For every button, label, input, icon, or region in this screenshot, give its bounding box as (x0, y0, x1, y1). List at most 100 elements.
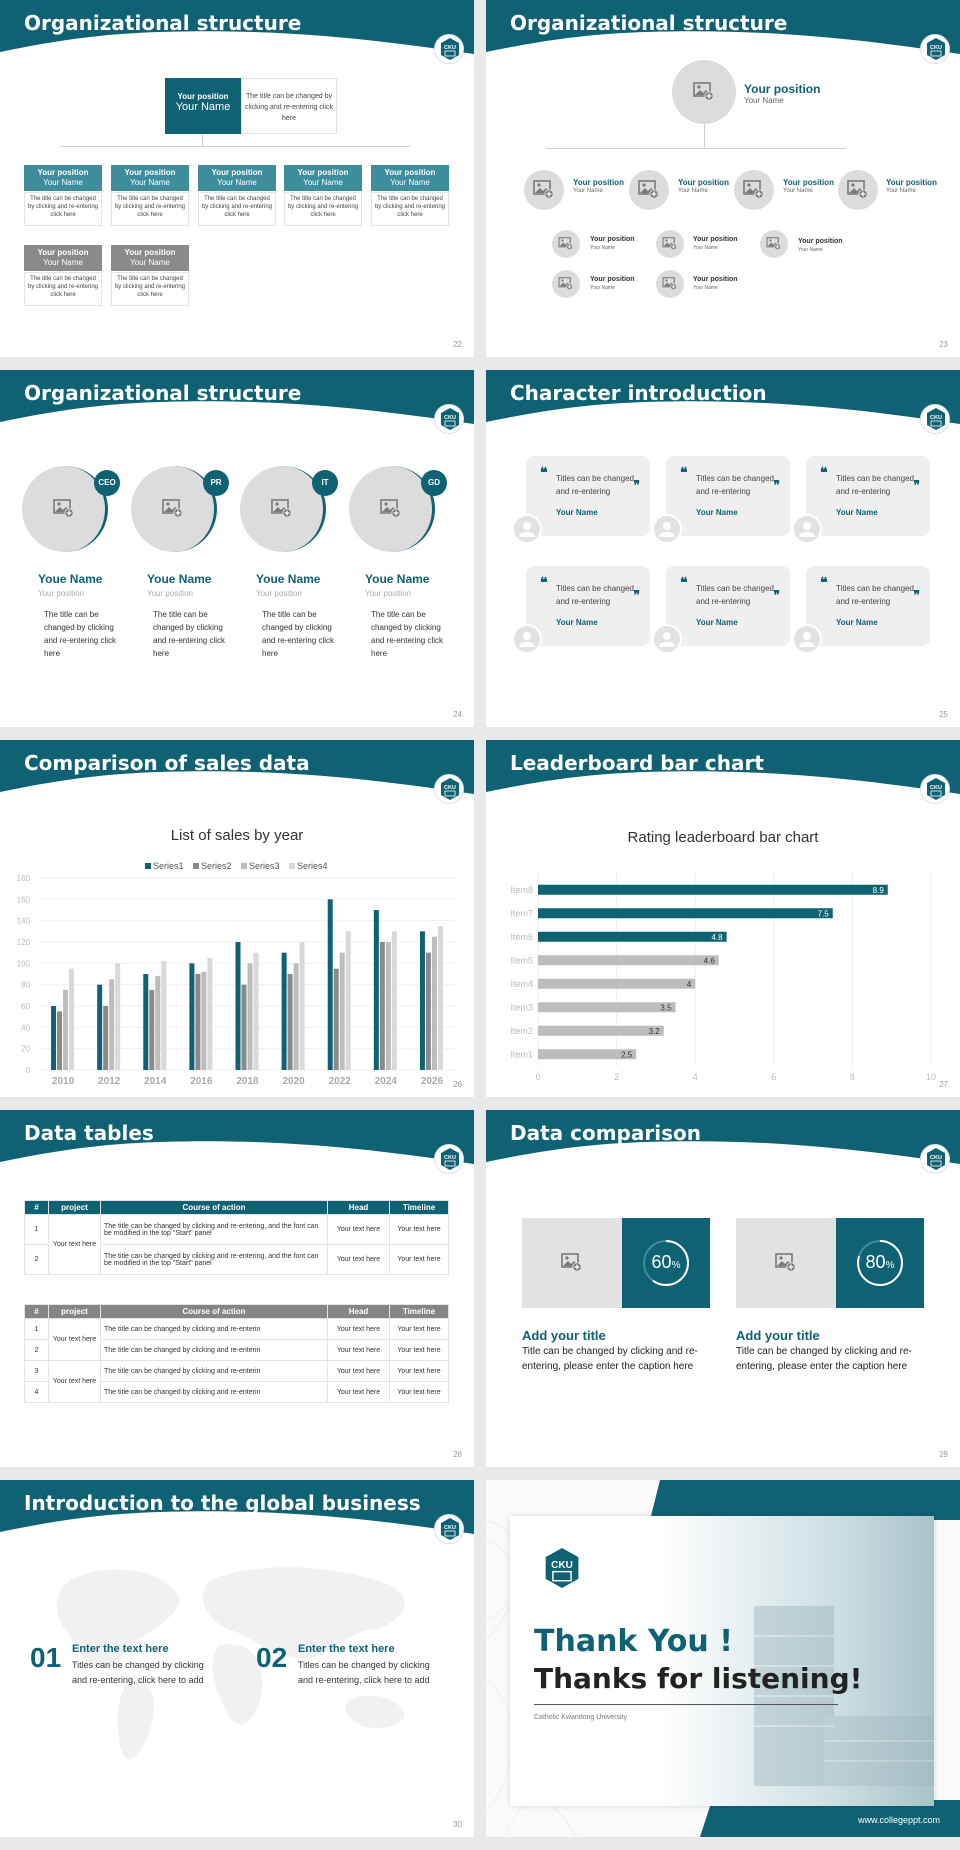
quote-bubble[interactable]: ❝ Titles can be changed and re-entering … (806, 456, 930, 536)
name-label: Your Name (678, 188, 708, 194)
close-quote-icon: ❞ (633, 478, 640, 492)
table-header: # (24, 1200, 49, 1215)
org-box[interactable]: Your position Your Name (371, 165, 449, 191)
quote-bubble[interactable]: ❝ Titles can be changed and re-entering … (666, 566, 790, 646)
bar (345, 931, 351, 1070)
org-box[interactable]: Your position Your Name (198, 165, 276, 191)
quote-bubble[interactable]: ❝ Titles can be changed and re-entering … (806, 566, 930, 646)
name-label: Your Name (798, 247, 823, 253)
name-label: Your Name (693, 245, 718, 251)
quote-name: Your Name (556, 508, 598, 517)
person-avatar-icon (792, 514, 822, 544)
slide-title: Leaderboard bar chart (510, 751, 764, 775)
avatar-placeholder-small[interactable] (552, 230, 580, 258)
person-name: Youe Name (38, 572, 103, 586)
cku-logo-icon (434, 404, 464, 434)
role-badge: GD (421, 470, 447, 496)
table-row: 4 The title can be changed by clicking a… (24, 1381, 449, 1403)
x-tick-label: 8 (850, 1072, 855, 1082)
bar (538, 1049, 637, 1060)
person-photo[interactable] (349, 466, 435, 552)
quote-bubble[interactable]: ❝ Titles can be changed and re-entering … (666, 456, 790, 536)
avatar-placeholder[interactable] (734, 170, 774, 210)
org-box-grey[interactable]: Your position Your Name (111, 245, 189, 271)
table-header: project (48, 1200, 101, 1215)
org-box[interactable]: Your position Your Name (284, 165, 362, 191)
image-placeholder[interactable] (736, 1218, 836, 1308)
avatar-placeholder[interactable] (838, 170, 878, 210)
progress-panel: 80% (836, 1218, 924, 1308)
y-tick-label: 60 (21, 1002, 30, 1011)
legend-label: Series2 (201, 861, 232, 871)
x-tick-label: 2010 (52, 1076, 75, 1087)
progress-unit: % (671, 1260, 681, 1271)
avatar-placeholder-small[interactable] (760, 230, 788, 258)
position-label: Your position (693, 276, 738, 283)
org-box-grey[interactable]: Your position Your Name (24, 245, 102, 271)
legend-swatch (145, 863, 151, 869)
page-number: 24 (453, 710, 462, 719)
website-link[interactable]: www.collegeppt.com (857, 1815, 940, 1825)
close-quote-icon: ❞ (773, 588, 780, 602)
project-cell: Your text here (48, 1318, 101, 1361)
person-photo[interactable] (240, 466, 326, 552)
quote-text: Titles can be changed and re-entering (556, 584, 634, 606)
progress-ring (643, 1240, 689, 1286)
thanks-subheading: Thanks for listening! (534, 1662, 863, 1695)
legend-label: Series4 (297, 861, 328, 871)
image-placeholder[interactable] (522, 1218, 622, 1308)
x-tick-label: 6 (771, 1072, 776, 1082)
slide-30: Introduction to the global business 01 E… (0, 1480, 474, 1837)
card-desc: Title can be changed by clicking and re-… (522, 1346, 698, 1372)
quote-name: Your Name (696, 508, 738, 517)
slide-header: Organizational structure (0, 370, 474, 430)
person-photo[interactable] (131, 466, 217, 552)
quote-bubble[interactable]: ❝ Titles can be changed and re-entering … (526, 566, 650, 646)
open-quote-icon: ❝ (820, 464, 828, 480)
data-label: 3.5 (660, 1003, 672, 1012)
position-label: Your position (573, 178, 624, 187)
big-name: Your Name (744, 96, 784, 105)
avatar-placeholder[interactable] (672, 60, 736, 124)
item-desc: Titles can be changed by clicking and re… (298, 1660, 430, 1685)
bar (51, 1006, 57, 1070)
org-top-box[interactable]: Your position Your Name (165, 78, 241, 134)
name-label: Your Name (590, 285, 615, 291)
avatar-placeholder-small[interactable] (656, 230, 684, 258)
person-name: Youe Name (365, 572, 430, 586)
quote-text: Titles can be changed and re-entering (556, 474, 634, 496)
quote-bubble[interactable]: ❝ Titles can be changed and re-entering … (526, 456, 650, 536)
org-box[interactable]: Your position Your Name (111, 165, 189, 191)
chart-title: List of sales by year (171, 827, 304, 844)
thanks-heading: Thank You ! (534, 1624, 733, 1659)
page-number: 23 (939, 340, 948, 349)
project-cell: Your text here (48, 1214, 101, 1275)
university-name: Catholic Kwandong University (534, 1714, 627, 1721)
slide-header: Organizational structure (486, 0, 960, 60)
avatar-placeholder[interactable] (524, 170, 564, 210)
table-row: 2 The title can be changed by clicking a… (24, 1339, 449, 1361)
bar (247, 963, 253, 1070)
table-header: Timeline (389, 1304, 449, 1319)
page-number: 27 (939, 1080, 948, 1089)
data-label: 3.2 (649, 1027, 661, 1036)
thanks-card: Thank You ! Thanks for listening! Cathol… (510, 1516, 934, 1806)
slide-26: Comparison of sales data List of sales b… (0, 740, 474, 1097)
bar (195, 974, 201, 1070)
project-cell: Your text here (48, 1360, 101, 1403)
avatar-placeholder-small[interactable] (656, 270, 684, 298)
x-tick-label: 2012 (98, 1076, 121, 1087)
connector (704, 124, 705, 148)
slide-header: Character introduction (486, 370, 960, 430)
avatar-placeholder[interactable] (629, 170, 669, 210)
cku-logo-icon (920, 774, 950, 804)
x-tick-label: 2 (614, 1072, 619, 1082)
person-photo[interactable] (22, 466, 108, 552)
avatar-placeholder-small[interactable] (552, 270, 580, 298)
person-desc: The title can be changed by clicking and… (44, 610, 117, 658)
page-number: 22 (453, 340, 462, 349)
bar (97, 984, 103, 1070)
person-avatar-icon (652, 514, 682, 544)
org-box[interactable]: Your position Your Name (24, 165, 102, 191)
data-table-1: # project Course of action Head Timeline… (24, 1200, 449, 1275)
